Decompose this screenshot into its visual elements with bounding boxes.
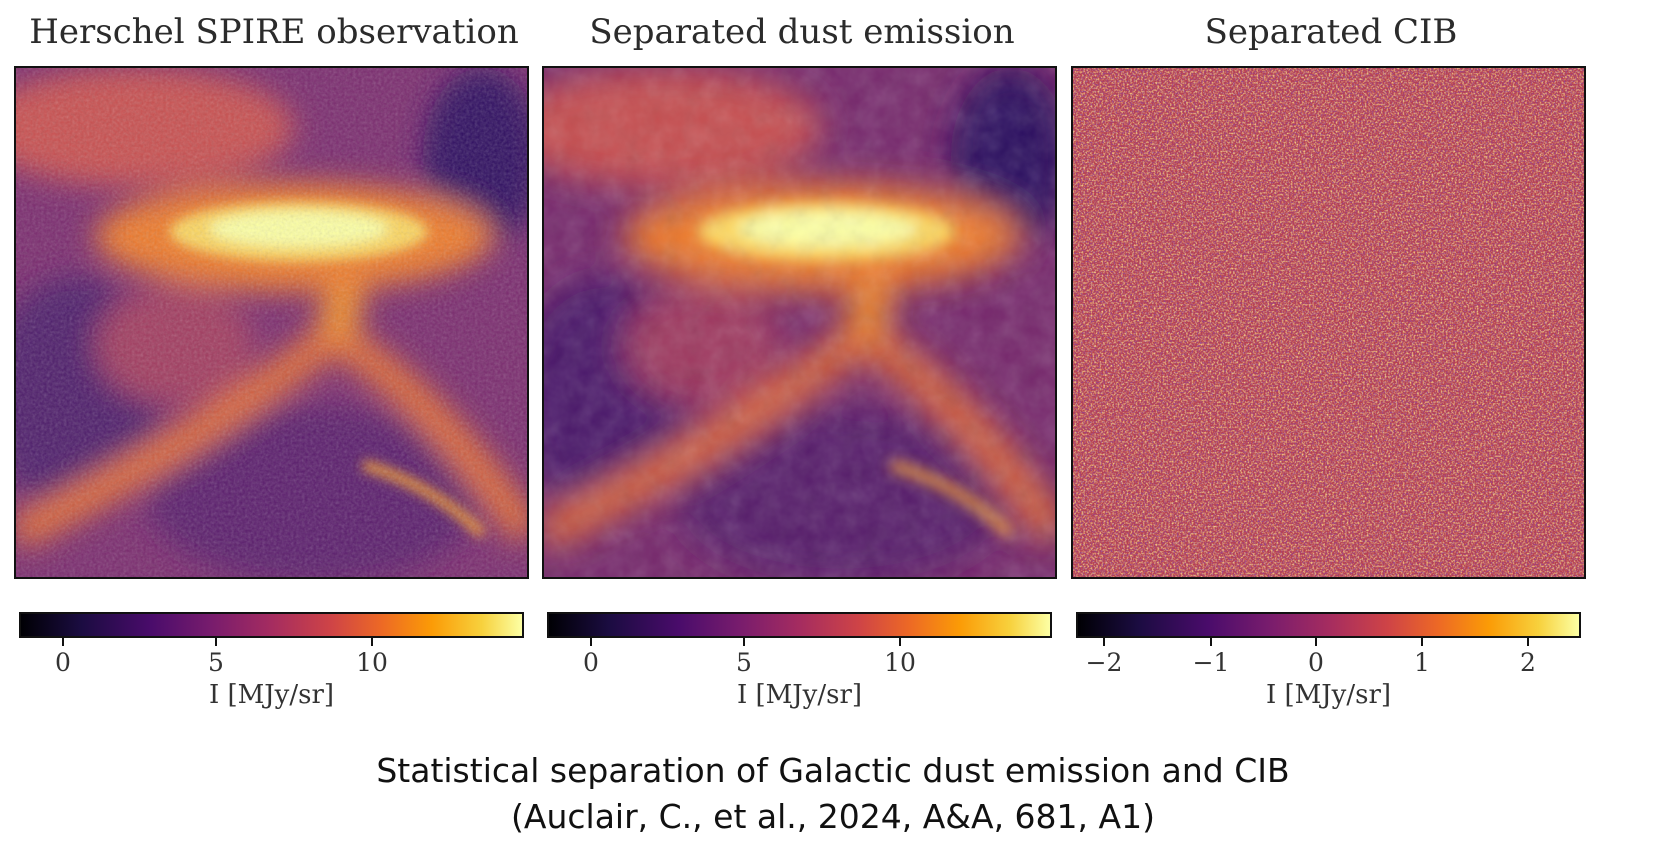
colorbar-tick	[62, 638, 64, 646]
colorbar-tick-label: −2	[1085, 648, 1123, 677]
colorbar-tick	[215, 638, 217, 646]
colorbar-tick-label: 5	[208, 648, 224, 677]
colorbar-label: I [MJy/sr]	[208, 680, 335, 710]
colorbar-tick	[1315, 638, 1317, 646]
dust-map-image	[542, 66, 1057, 579]
colorbar-tick	[1103, 638, 1105, 646]
colorbar-tick-label: 2	[1520, 648, 1536, 677]
colorbar-tick	[1210, 638, 1212, 646]
colorbar-tick-label: 10	[884, 648, 916, 677]
panel-herschel: Herschel SPIRE observation	[14, 0, 534, 720]
colorbar-label: I [MJy/sr]	[736, 680, 863, 710]
caption-line-2: (Auclair, C., et al., 2024, A&A, 681, A1…	[511, 797, 1155, 836]
colorbar	[547, 612, 1052, 638]
colorbar-tick	[899, 638, 901, 646]
colorbar-label: I [MJy/sr]	[1265, 680, 1392, 710]
colorbar-tick	[1421, 638, 1423, 646]
colorbar-tick-label: 0	[583, 648, 599, 677]
panel-title: Herschel SPIRE observation	[29, 12, 519, 52]
caption-line-1: Statistical separation of Galactic dust …	[376, 751, 1290, 790]
colorbar-tick-label: 10	[356, 648, 388, 677]
colorbar-tick-label: 5	[736, 648, 752, 677]
colorbar-tick	[743, 638, 745, 646]
colorbar	[1076, 612, 1581, 638]
colorbar-tick-label: 0	[55, 648, 71, 677]
panel-dust: Separated dust emission	[542, 0, 1062, 720]
herschel-map-image	[14, 66, 529, 579]
panel-cib: Separated CIB −2 −1 0 1 2 I [MJy/sr]	[1071, 0, 1591, 720]
colorbar-tick-label: 0	[1308, 648, 1324, 677]
colorbar-tick	[590, 638, 592, 646]
figure-caption: Statistical separation of Galactic dust …	[0, 748, 1666, 840]
colorbar-tick	[371, 638, 373, 646]
colorbar	[19, 612, 524, 638]
colorbar-tick-label: 1	[1414, 648, 1430, 677]
colorbar-tick	[1527, 638, 1529, 646]
panel-title: Separated dust emission	[589, 12, 1015, 52]
cib-map-image	[1071, 66, 1586, 579]
panel-title: Separated CIB	[1204, 12, 1458, 52]
colorbar-tick-label: −1	[1192, 648, 1230, 677]
